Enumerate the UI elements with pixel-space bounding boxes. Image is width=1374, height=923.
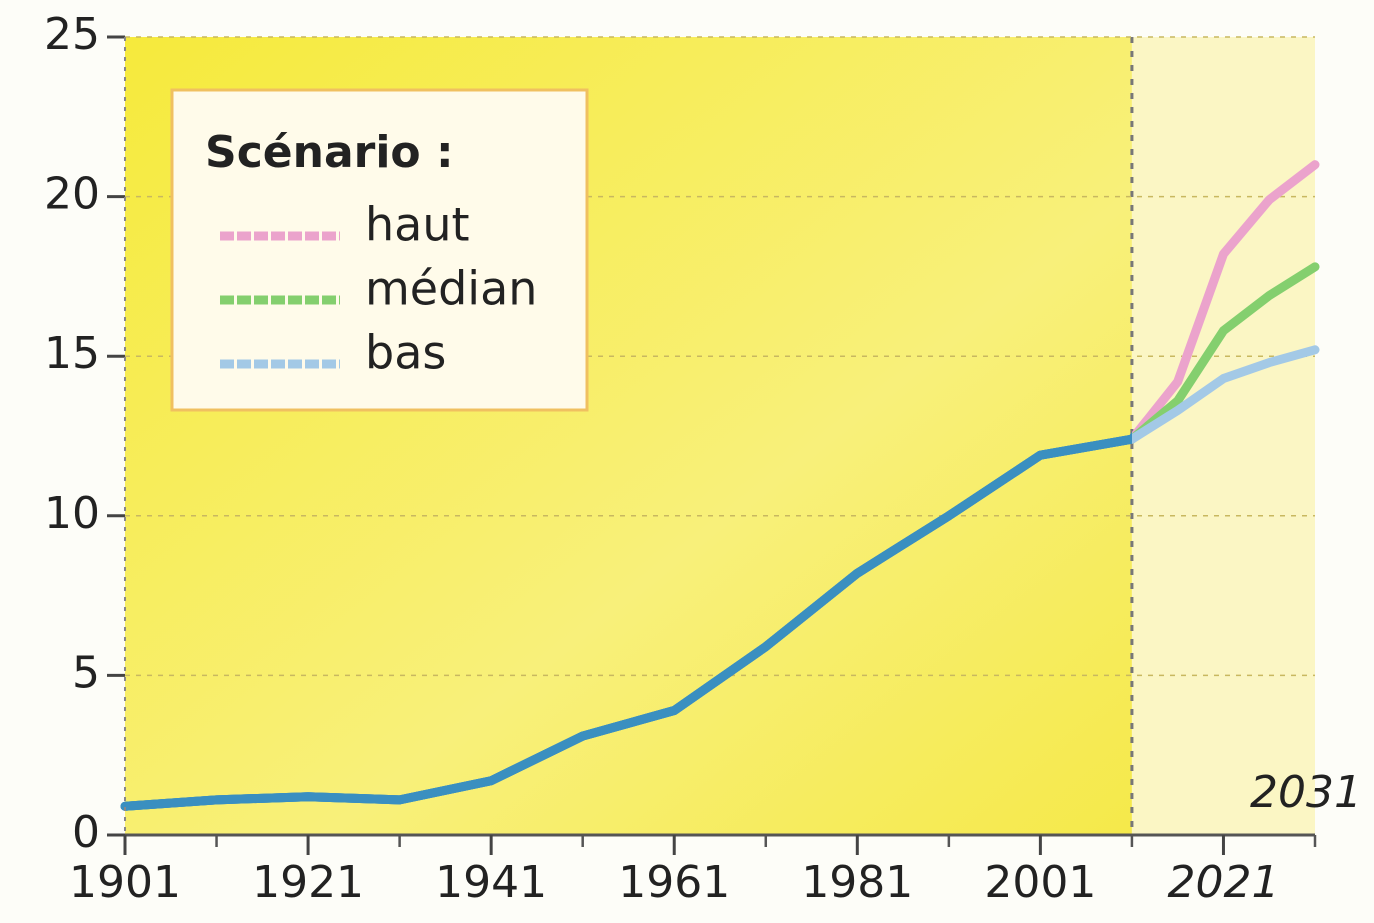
legend-box <box>170 88 589 412</box>
y-tick-label: 20 <box>44 169 100 220</box>
x-end-label: 2031 <box>1250 767 1362 818</box>
x-tick-label: 1921 <box>252 857 364 908</box>
x-tick-label: 2021 <box>1167 857 1279 908</box>
legend-label: haut <box>365 198 470 252</box>
x-tick-label: 1901 <box>69 857 181 908</box>
y-tick-label: 5 <box>72 647 100 698</box>
y-tick-label: 15 <box>44 328 100 379</box>
projection-region <box>1131 37 1315 835</box>
y-tick-label: 10 <box>44 488 100 539</box>
legend-title: Scénario : <box>205 127 454 178</box>
y-tick-label: 0 <box>72 807 100 858</box>
x-tick-label: 1941 <box>435 857 547 908</box>
x-tick-label: 1981 <box>801 857 913 908</box>
x-tick-label: 2001 <box>984 857 1096 908</box>
legend: Scénario : haut médian bas <box>170 88 589 412</box>
x-tick-label: 1961 <box>618 857 730 908</box>
legend-label: bas <box>365 326 446 380</box>
y-tick-label: 25 <box>44 9 100 60</box>
series-line <box>120 345 1320 811</box>
legend-label: médian <box>365 262 537 316</box>
